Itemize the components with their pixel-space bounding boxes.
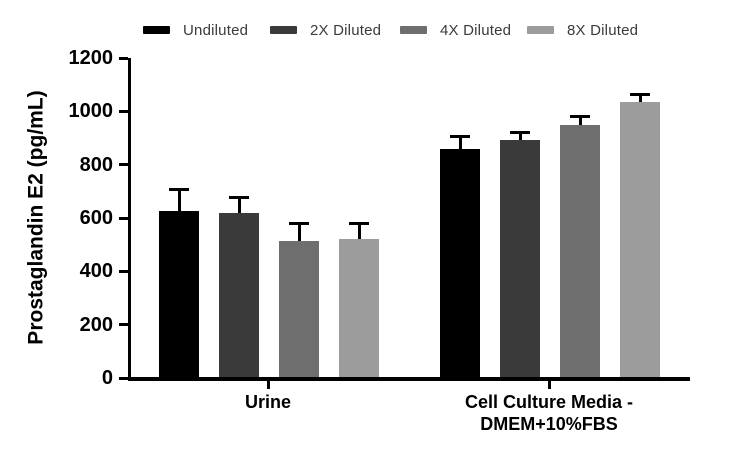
error-bar-stem [237, 196, 241, 217]
y-tick [119, 376, 128, 380]
error-bar-cap [349, 222, 369, 226]
y-tick [119, 216, 128, 220]
legend-swatch-4x-diluted [400, 26, 427, 34]
error-bar-cap [229, 195, 249, 199]
y-tick-label: 1000 [68, 100, 114, 123]
error-bar-stem [297, 223, 301, 245]
error-bar-cap [630, 93, 650, 96]
bar-4x-diluted-group1 [279, 240, 319, 378]
y-tick-label: 1200 [68, 47, 114, 69]
x-category-label: Cell Culture Media - [464, 392, 634, 412]
error-bar-stem [357, 223, 361, 244]
error-bar-stem [458, 135, 462, 153]
legend-label: 4X Diluted [440, 21, 512, 39]
legend-label: 2X Diluted [310, 21, 382, 39]
x-axis-line [128, 377, 690, 381]
y-tick [119, 269, 128, 273]
bar-8x-diluted-group2 [620, 102, 660, 378]
x-category-label: DMEM+10%FBS [480, 414, 618, 434]
y-tick-label: 0 [101, 367, 113, 389]
error-bar-stem [638, 94, 642, 106]
bar-8x-diluted-group1 [339, 239, 379, 378]
legend-swatch-2x-diluted [270, 26, 297, 34]
legend-item-2x-diluted: 2X Diluted [270, 21, 381, 39]
error-bar-cap [289, 222, 309, 226]
bar-2x-diluted-group2 [500, 140, 540, 378]
legend-label: Undiluted [183, 21, 249, 39]
y-tick-label: 800 [79, 153, 113, 176]
y-tick [119, 163, 128, 167]
legend-swatch-undiluted [143, 26, 170, 34]
y-tick-label: 600 [79, 207, 113, 229]
error-bar-cap [450, 134, 470, 138]
bar-undiluted-group1 [159, 211, 199, 378]
legend-item-undiluted: Undiluted [143, 21, 248, 39]
legend-swatch-8x-diluted [527, 26, 554, 34]
error-bar-cap [169, 188, 189, 192]
error-bar-stem [177, 189, 181, 216]
y-axis-line [128, 58, 131, 381]
y-tick [119, 109, 128, 113]
y-tick-label: 200 [79, 313, 113, 336]
x-category-label: Urine [244, 392, 291, 412]
x-tick [547, 381, 551, 389]
y-tick [119, 56, 128, 60]
legend-label: 8X Diluted [567, 21, 639, 39]
legend-item-4x-diluted: 4X Diluted [400, 21, 511, 39]
legend-item-8x-diluted: 8X Diluted [527, 21, 638, 39]
bar-undiluted-group2 [440, 148, 480, 378]
bar-4x-diluted-group2 [560, 125, 600, 378]
error-bar-stem [578, 115, 582, 130]
error-bar-cap [570, 114, 590, 118]
y-tick-label: 400 [79, 260, 113, 283]
bar-2x-diluted-group1 [219, 212, 259, 378]
x-tick [266, 381, 270, 389]
error-bar-cap [510, 131, 530, 135]
error-bar-stem [518, 132, 522, 145]
y-tick [119, 323, 128, 327]
